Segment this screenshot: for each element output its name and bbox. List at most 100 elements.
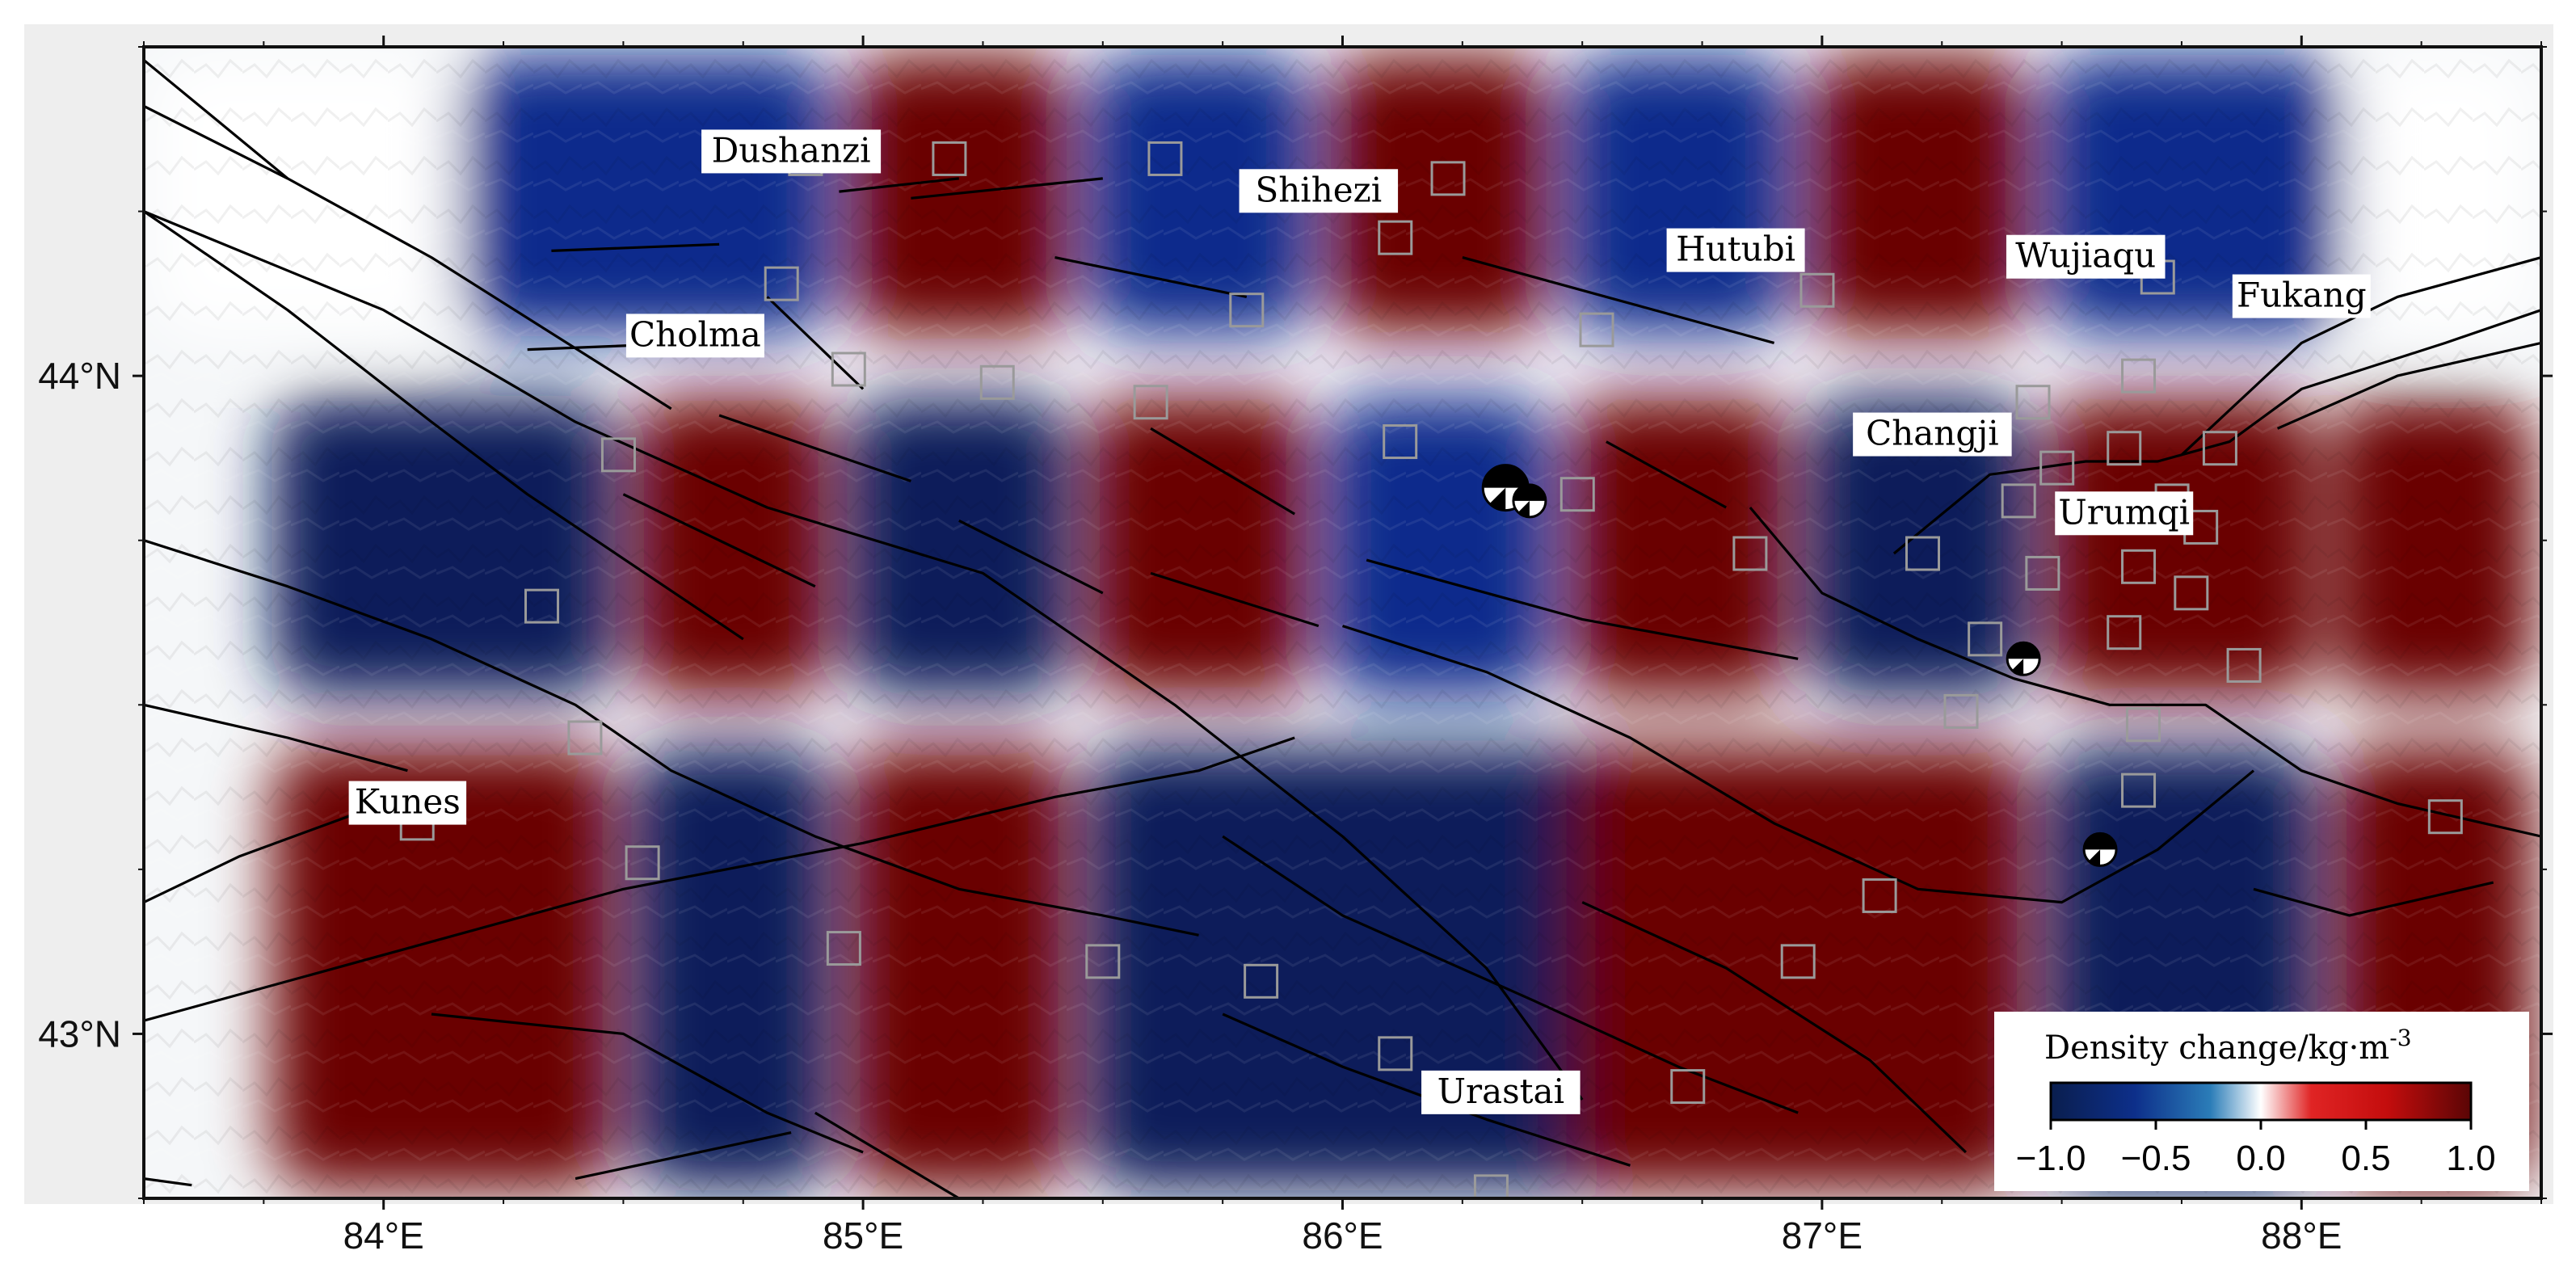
fault-line [144,104,672,410]
x-tick-label: 86°E [1302,1215,1383,1257]
city-name: Wujiaqu [2015,236,2156,276]
station-marker [826,931,861,966]
fault-line [551,242,720,252]
station-marker [1943,693,1979,729]
station-marker [2039,450,2075,486]
city-label-bg [701,129,882,174]
station-marker [567,720,603,756]
x-tick-label: 87°E [1782,1215,1863,1257]
station-marker [2174,575,2209,611]
fault-line [839,177,959,193]
colorbar-tick-label: −1.0 [2016,1139,2086,1178]
colorbar-tick-label: 1.0 [2446,1139,2495,1178]
fault-line [958,519,1104,595]
city-label-fukang: Fukang [2232,274,2371,318]
fault-line [1462,256,1775,344]
city-name: Hutubi [1676,229,1795,269]
station-marker [600,437,636,473]
station-marker [2107,615,2142,650]
station-marker [1378,1036,1413,1071]
station-marker [1147,141,1183,176]
fault-line [144,210,1584,1101]
fault-line [1222,835,1799,1114]
fault-line [766,296,865,390]
city-label-bg [1421,1070,1581,1114]
station-marker [524,588,560,624]
station-marker [1085,944,1121,979]
focal-mechanism [2082,831,2118,867]
city-name: Changji [1866,414,1999,453]
station-marker [1229,293,1265,328]
station-marker [2226,647,2262,683]
city-name: Urumqi [2058,492,2190,532]
station-marker [2121,549,2157,584]
fault-line [2253,881,2494,917]
fault-line [814,1111,960,1198]
station-marker [1968,621,2003,657]
city-name: Kunes [355,782,461,822]
fault-line [1581,901,1968,1154]
fault-line [1150,571,1320,628]
station-marker [2025,555,2060,591]
station-marker [625,845,660,881]
fault-line [2180,256,2541,457]
station-marker [1905,536,1941,571]
station-marker [1473,1174,1509,1198]
fault-line [431,1012,864,1154]
fault-line [144,210,744,641]
station-marker [2125,707,2161,743]
fault-line [1892,309,2541,555]
station-marker [1780,944,1816,979]
city-label-bg [2232,274,2371,318]
station-marker [1133,385,1168,420]
focal-mechanism [1512,483,1547,519]
station-marker [932,141,967,176]
city-labels: Dushanzi Shihezi Hutubi Wujiaqu Fukang Cholma… [348,129,2371,1114]
fault-line [1749,506,2541,838]
city-label-bg [1666,228,1805,272]
station-marker [831,352,866,387]
station-marker [1559,477,1595,512]
city-label-bg [625,314,764,358]
city-label-bg [348,781,467,825]
station-marker [1670,1069,1706,1105]
city-name: Cholma [629,314,761,354]
station-marker [1579,312,1614,347]
station-marker [2202,431,2237,466]
fault-line [144,1177,192,1187]
fault-line [1054,256,1248,298]
city-name: Urastai [1437,1071,1564,1111]
city-label-urastai: Urastai [1421,1070,1581,1114]
station-marker [764,266,799,301]
colorbar-gradient [2049,1081,2473,1122]
station-marker [1378,220,1413,255]
fault-line [144,736,1295,1022]
y-tick-label: 44°N [38,355,121,397]
colorbar-tick-label: 0.5 [2341,1139,2390,1178]
fault-line [2276,341,2541,430]
colorbar-tick-label: −0.5 [2121,1139,2191,1178]
x-tick-label: 85°E [823,1215,903,1257]
station-marker [1430,161,1466,196]
city-name: Shihezi [1255,170,1382,209]
fault-line [622,493,816,588]
station-marker [1383,424,1418,460]
fault-line [1222,1012,1631,1167]
focal-mechanism [2006,641,2041,676]
fault-line [1342,625,2255,904]
city-label-bg [2055,491,2194,536]
fault-line [911,177,1103,200]
station-marker [2121,773,2157,808]
y-tick-label: 43°N [38,1012,121,1055]
station-marker [1799,272,1835,308]
colorbar-title: Density change/kg·m-3 [2044,1025,2412,1067]
city-label-shihezi: Shihezi [1239,169,1399,213]
city-label-dushanzi: Dushanzi [701,129,882,174]
station-marker [2001,483,2036,519]
fault-line [1366,558,1799,660]
city-name: Fukang [2237,276,2367,315]
city-label-bg [1853,412,2012,457]
city-label-cholma: Cholma [625,314,764,358]
city-label-bg [2006,234,2166,279]
